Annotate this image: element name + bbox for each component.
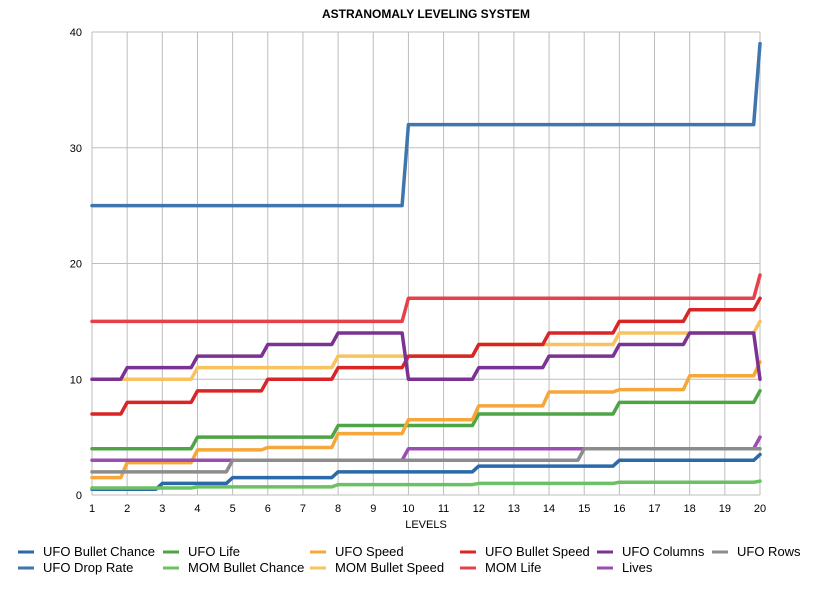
series-line-ufo-life [90,389,762,451]
series-line-ufo-bullet-chance [90,452,762,491]
legend-label-mom-bullet-speed: MOM Bullet Speed [335,560,444,575]
y-tick-label: 20 [70,259,82,271]
x-axis-label: LEVELS [405,519,447,531]
x-tick-label: 10 [402,503,414,515]
y-tick-label: 10 [70,374,82,386]
y-axis-ticks: 0 10 20 30 40 [70,27,82,502]
series-line-ufo-drop-rate [90,41,762,208]
legend-label-ufo-bullet-speed: UFO Bullet Speed [485,544,590,559]
x-axis-ticks: 1 2 3 4 5 6 7 8 9 10 11 12 13 14 15 16 17 18 19 20 [89,503,766,515]
x-tick-label: 5 [230,503,236,515]
x-tick-label: 17 [648,503,660,515]
y-tick-label: 0 [76,490,82,502]
series-lines [90,41,762,491]
legend-label-mom-life: MOM Life [485,560,541,575]
x-tick-label: 9 [370,503,376,515]
legend-label-ufo-life: UFO Life [188,544,240,559]
legend-label-lives: Lives [622,560,653,575]
x-tick-label: 14 [543,503,555,515]
x-tick-label: 2 [124,503,130,515]
legend-label-ufo-columns: UFO Columns [622,544,705,559]
x-tick-label: 20 [754,503,766,515]
x-tick-label: 12 [473,503,485,515]
series-line-ufo-speed [90,360,762,480]
x-tick-label: 18 [684,503,696,515]
x-tick-label: 11 [438,503,449,515]
x-tick-label: 6 [265,503,271,515]
x-tick-label: 8 [335,503,341,515]
legend-label-ufo-rows: UFO Rows [737,544,801,559]
legend: UFO Bullet Chance UFO Life UFO Speed UFO Bu… [18,544,801,575]
legend-label-ufo-bullet-chance: UFO Bullet Chance [43,544,155,559]
x-tick-label: 4 [194,503,200,515]
series-line-mom-bullet-chance [90,479,762,490]
x-tick-label: 16 [613,503,625,515]
series-line-mom-life [90,273,762,324]
legend-label-mom-bullet-chance: MOM Bullet Chance [188,560,304,575]
x-tick-label: 15 [578,503,590,515]
series-line-ufo-rows [90,446,762,474]
y-tick-label: 30 [70,143,82,155]
x-tick-label: 3 [159,503,165,515]
legend-label-ufo-speed: UFO Speed [335,544,404,559]
grid [91,31,761,496]
x-tick-label: 13 [508,503,520,515]
y-tick-label: 40 [70,27,82,39]
x-tick-label: 19 [719,503,731,515]
series-line-mom-bullet-speed [90,319,762,381]
series-line-ufo-columns [90,331,762,381]
chart-title: ASTRANOMALY LEVELING SYSTEM [322,7,530,21]
x-tick-label: 7 [300,503,306,515]
series-line-ufo-bullet-speed [90,296,762,416]
x-tick-label: 1 [89,503,95,515]
legend-label-ufo-drop-rate: UFO Drop Rate [43,560,133,575]
